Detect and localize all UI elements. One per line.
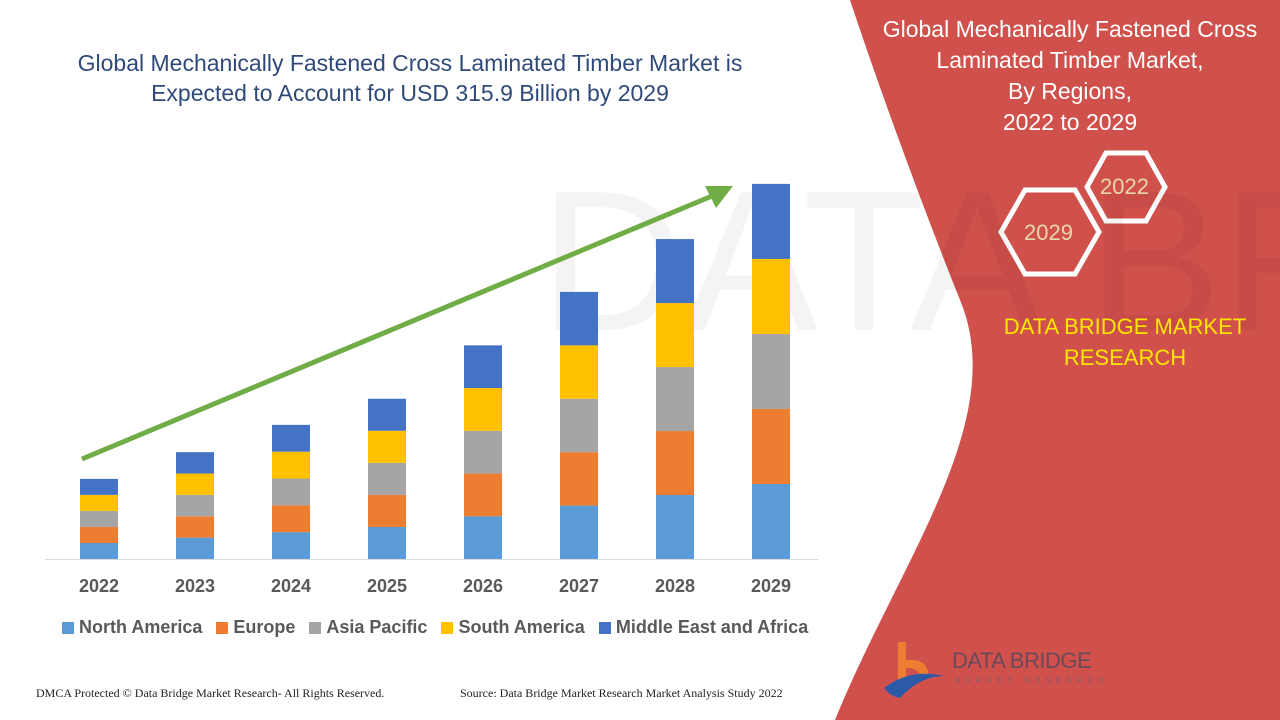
legend-label: South America bbox=[458, 617, 585, 637]
bar-middle-east-and-africa-2022 bbox=[80, 478, 118, 495]
bar-south-america-2022 bbox=[80, 494, 118, 511]
side-title-line: Laminated Timber Market, bbox=[936, 47, 1204, 73]
bar-europe-2025 bbox=[368, 494, 406, 527]
legend: North America Europe Asia Pacific South Ame… bbox=[62, 617, 808, 638]
legend-label: Asia Pacific bbox=[326, 617, 428, 637]
legend-item: South America bbox=[441, 617, 585, 638]
side-title-line: Global Mechanically Fastened Cross bbox=[882, 16, 1258, 42]
bar-asia-pacific-2022 bbox=[80, 510, 118, 527]
legend-swatch bbox=[598, 621, 611, 634]
bar-middle-east-and-africa-2024 bbox=[272, 424, 310, 452]
legend-item: Middle East and Africa bbox=[598, 617, 809, 638]
hex-2029 bbox=[998, 187, 1102, 277]
x-tick-label: 2023 bbox=[175, 576, 215, 596]
bar-middle-east-and-africa-2027 bbox=[560, 291, 598, 346]
logo-icon bbox=[884, 642, 944, 698]
bar-middle-east-and-africa-2025 bbox=[368, 398, 406, 431]
legend-item: Europe bbox=[216, 617, 295, 638]
side-title-line: 2022 to 2029 bbox=[1002, 109, 1138, 135]
x-tick-label: 2024 bbox=[271, 576, 311, 596]
bar-asia-pacific-2029 bbox=[752, 333, 790, 409]
bar-asia-pacific-2027 bbox=[560, 398, 598, 453]
bar-europe-2022 bbox=[80, 526, 118, 543]
bar-north-america-2022 bbox=[80, 542, 118, 559]
bar-south-america-2028 bbox=[656, 303, 694, 368]
trend-arrow-line bbox=[81, 193, 713, 462]
brand-text: DATA BRIDGE MARKET RESEARCH bbox=[985, 311, 1265, 373]
bar-middle-east-and-africa-2028 bbox=[656, 239, 694, 304]
bar-europe-2028 bbox=[656, 431, 694, 496]
bar-south-america-2026 bbox=[464, 388, 502, 431]
footer-copyright: DMCA Protected © Data Bridge Market Rese… bbox=[36, 686, 385, 700]
stacked-bar-chart: 2022 2023 2024 2025 2026 2027 2028 2029 bbox=[45, 183, 818, 596]
legend-swatch bbox=[441, 621, 454, 634]
chart-title: Global Mechanically Fastened Cross Lamin… bbox=[77, 50, 743, 106]
brand-line: DATA BRIDGE MARKET bbox=[1003, 314, 1247, 339]
bar-north-america-2028 bbox=[656, 495, 694, 559]
bar-europe-2029 bbox=[752, 408, 790, 484]
bar-north-america-2025 bbox=[368, 526, 406, 559]
bar-south-america-2029 bbox=[752, 258, 790, 334]
bar-south-america-2025 bbox=[368, 430, 406, 463]
logo-subtext: MARKET RESEARCH bbox=[954, 676, 1109, 685]
bar-europe-2026 bbox=[464, 473, 502, 517]
x-tick-label: 2022 bbox=[79, 576, 119, 596]
legend-swatch bbox=[216, 621, 229, 634]
bar-asia-pacific-2026 bbox=[464, 430, 502, 474]
trend-arrow-head bbox=[705, 186, 733, 208]
side-title-line: By Regions, bbox=[1007, 78, 1132, 104]
legend-swatch bbox=[309, 621, 322, 634]
bar-north-america-2023 bbox=[176, 537, 214, 559]
bar-south-america-2027 bbox=[560, 345, 598, 399]
legend-label: North America bbox=[79, 617, 203, 637]
bar-asia-pacific-2023 bbox=[176, 494, 214, 517]
bar-europe-2024 bbox=[272, 505, 310, 533]
legend-item: North America bbox=[62, 617, 202, 638]
bar-north-america-2026 bbox=[464, 516, 502, 559]
x-tick-label: 2029 bbox=[751, 576, 791, 596]
hex-label-2022: 2022 bbox=[1100, 174, 1149, 199]
bar-asia-pacific-2025 bbox=[368, 462, 406, 495]
x-tick-label: 2027 bbox=[559, 576, 599, 596]
bar-south-america-2024 bbox=[272, 451, 310, 479]
bar-europe-2023 bbox=[176, 516, 214, 538]
bar-asia-pacific-2024 bbox=[272, 478, 310, 506]
side-title: Global Mechanically Fastened Cross Lamin… bbox=[860, 14, 1280, 138]
x-tick-label: 2025 bbox=[367, 576, 407, 596]
legend-item: Asia Pacific bbox=[309, 617, 427, 638]
legend-label: Middle East and Africa bbox=[615, 617, 809, 637]
bar-north-america-2027 bbox=[560, 505, 598, 559]
bar-middle-east-and-africa-2023 bbox=[176, 452, 214, 474]
logo-text: DATA BRIDGE bbox=[952, 648, 1092, 673]
x-tick-label: 2026 bbox=[463, 576, 503, 596]
hex-label-2029: 2029 bbox=[1024, 220, 1073, 245]
brand-line: RESEARCH bbox=[1063, 345, 1187, 370]
legend-label: Europe bbox=[233, 617, 296, 637]
bar-north-america-2029 bbox=[752, 483, 790, 559]
footer-source: Source: Data Bridge Market Research Mark… bbox=[460, 686, 783, 700]
bar-north-america-2024 bbox=[272, 532, 310, 559]
bar-south-america-2023 bbox=[176, 473, 214, 495]
bar-middle-east-and-africa-2029 bbox=[752, 183, 790, 259]
bar-europe-2027 bbox=[560, 452, 598, 506]
bar-asia-pacific-2028 bbox=[656, 367, 694, 432]
bar-middle-east-and-africa-2026 bbox=[464, 345, 502, 389]
legend-swatch bbox=[62, 621, 74, 634]
hex-2022 bbox=[1084, 150, 1168, 224]
x-tick-label: 2028 bbox=[655, 576, 695, 596]
